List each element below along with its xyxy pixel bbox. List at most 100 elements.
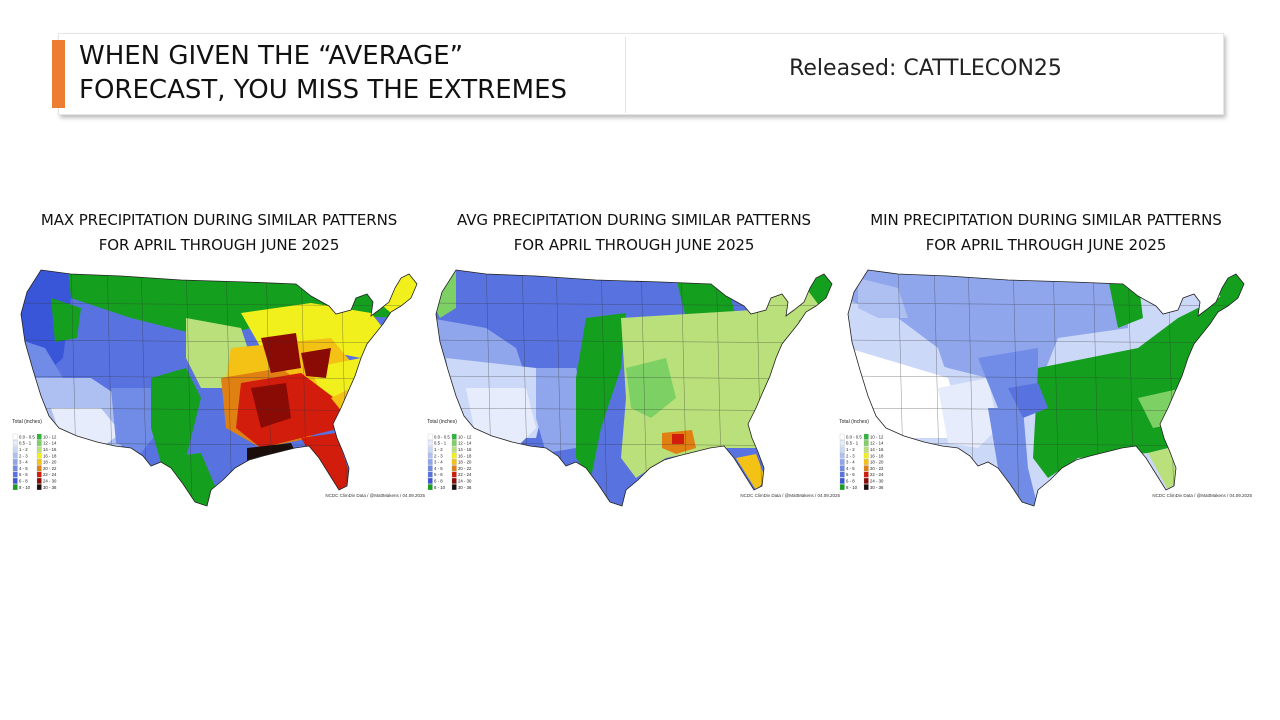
legend-label: 14 - 16 xyxy=(43,447,57,452)
legend-label: 5 - 6 xyxy=(434,472,443,477)
legend-swatch xyxy=(863,433,869,440)
legend-label: 0.5 - 1 xyxy=(434,441,447,446)
precip-region-17 xyxy=(251,383,291,428)
legend-label: 16 - 18 xyxy=(458,453,472,458)
legend-label: 3 - 4 xyxy=(434,460,443,465)
legend-swatch xyxy=(427,478,433,484)
map-credit: NCDC ClimDiv Data / @MattMakens / 04.09.… xyxy=(740,493,840,498)
legend-label: 12 - 14 xyxy=(43,441,57,446)
map-credit: NCDC ClimDiv Data / @MattMakens / 04.09.… xyxy=(325,493,425,498)
precip-region-15 xyxy=(736,454,766,490)
precip-region-7 xyxy=(151,368,201,463)
legend-label: 8 - 10 xyxy=(434,485,446,490)
legend-label: 12 - 14 xyxy=(458,441,472,446)
legend-swatch xyxy=(839,471,845,478)
map-legend: Total (inches) 0.0 - 0.5 0.5 - 11 - 22 - 3… xyxy=(427,419,472,490)
accent-bar xyxy=(52,40,65,108)
map-min: Total (inches) 0.0 - 0.5 0.5 - 11 - 22 - 3… xyxy=(839,269,1245,507)
legend-title: Total (inches) xyxy=(12,419,42,425)
legend-label: 10 - 12 xyxy=(870,434,884,439)
legend-swatch xyxy=(451,478,457,484)
legend-swatch xyxy=(451,433,457,440)
legend-label: 1 - 2 xyxy=(19,447,28,452)
precip-region-4 xyxy=(858,278,908,318)
precip-region-3 xyxy=(938,378,998,448)
panel-max: MAX PRECIPITATION DURING SIMILAR PATTERN… xyxy=(11,208,427,508)
release-label: Released: CATTLECON25 xyxy=(789,56,1062,81)
map-credit: NCDC ClimDiv Data / @MattMakens / 04.09.… xyxy=(1152,493,1252,498)
panel-title-line-2: FOR APRIL THROUGH JUNE 2025 xyxy=(513,236,755,254)
legend-label: 4 - 5 xyxy=(846,466,855,471)
legend-swatch xyxy=(451,465,457,472)
legend-swatch xyxy=(863,471,869,478)
legend-label: 16 - 18 xyxy=(870,453,884,458)
legend-label: 14 - 16 xyxy=(870,447,884,452)
legend-swatch xyxy=(12,452,18,459)
legend-label: 1 - 2 xyxy=(846,447,855,452)
slide-header: WHEN GIVEN THE “AVERAGE” FORECAST, YOU M… xyxy=(52,33,1224,115)
precip-region-4 xyxy=(111,388,161,453)
legend-swatch xyxy=(451,484,457,490)
legend-label: 2 - 3 xyxy=(846,453,855,458)
panel-title: MAX PRECIPITATION DURING SIMILAR PATTERN… xyxy=(11,208,427,258)
legend-label: 10 - 12 xyxy=(458,434,472,439)
panel-avg: AVG PRECIPITATION DURING SIMILAR PATTERN… xyxy=(426,208,842,508)
legend-label: 5 - 6 xyxy=(846,472,855,477)
legend-label: 14 - 16 xyxy=(458,447,472,452)
legend-label: 10 - 12 xyxy=(43,434,57,439)
precip-region-18 xyxy=(301,348,331,378)
legend-title: Total (inches) xyxy=(427,419,457,425)
panel-min: MIN PRECIPITATION DURING SIMILAR PATTERN… xyxy=(838,208,1254,508)
legend-swatch xyxy=(863,484,869,490)
legend-label: 6 - 8 xyxy=(846,479,855,484)
legend-swatch xyxy=(839,433,845,440)
legend-label: 0.5 - 1 xyxy=(846,441,859,446)
legend-label: 8 - 10 xyxy=(19,485,31,490)
map-legend: Total (inches) 0.0 - 0.5 0.5 - 11 - 22 - 3… xyxy=(839,419,884,490)
legend-label: 18 - 20 xyxy=(870,460,884,465)
legend-swatch xyxy=(427,465,433,472)
legend-swatch xyxy=(36,433,42,440)
legend-label: 0.5 - 1 xyxy=(19,441,32,446)
legend-label: 0.0 - 0.5 xyxy=(434,434,450,439)
panel-title: AVG PRECIPITATION DURING SIMILAR PATTERN… xyxy=(426,208,842,258)
legend-swatch xyxy=(451,471,457,478)
legend-swatch xyxy=(863,440,869,446)
legend-label: 24 - 30 xyxy=(458,479,472,484)
legend-label: 20 - 22 xyxy=(458,466,472,471)
legend-swatch xyxy=(36,446,42,453)
legend-swatch xyxy=(451,446,457,453)
legend-swatch xyxy=(12,478,18,484)
legend-label: 30 - 36 xyxy=(43,485,57,490)
legend-label: 20 - 22 xyxy=(43,466,57,471)
legend-label: 18 - 20 xyxy=(458,460,472,465)
precip-region-0 xyxy=(848,270,1128,408)
legend-label: 4 - 5 xyxy=(19,466,28,471)
slide-title-line-1: WHEN GIVEN THE “AVERAGE” xyxy=(79,41,464,71)
legend-swatch xyxy=(36,478,42,484)
legend-swatch xyxy=(12,440,18,446)
legend-swatch xyxy=(427,440,433,446)
legend-swatch xyxy=(427,446,433,453)
legend-label: 12 - 14 xyxy=(870,441,884,446)
panel-title-line-1: MAX PRECIPITATION DURING SIMILAR PATTERN… xyxy=(40,211,398,229)
legend-label: 2 - 3 xyxy=(434,453,443,458)
slide-title: WHEN GIVEN THE “AVERAGE” FORECAST, YOU M… xyxy=(79,39,599,107)
legend-swatch xyxy=(12,484,18,490)
legend-label: 24 - 30 xyxy=(43,479,57,484)
legend-swatch xyxy=(427,471,433,478)
legend-swatch xyxy=(451,452,457,459)
slide-title-line-2: FORECAST, YOU MISS THE EXTREMES xyxy=(79,75,568,105)
precip-region-7 xyxy=(576,313,626,478)
legend-swatch xyxy=(12,433,18,440)
legend-swatch xyxy=(427,452,433,459)
legend-label: 0.0 - 0.5 xyxy=(19,434,35,439)
legend-label: 8 - 10 xyxy=(846,485,858,490)
map-legend: Total (inches) 0.0 - 0.5 0.5 - 11 - 22 - 3… xyxy=(12,419,57,490)
legend-swatch xyxy=(12,465,18,472)
legend-swatch xyxy=(863,478,869,484)
legend-label: 6 - 8 xyxy=(434,479,443,484)
legend-label: 20 - 22 xyxy=(870,466,884,471)
legend-swatch xyxy=(839,484,845,490)
legend-swatch xyxy=(427,484,433,490)
